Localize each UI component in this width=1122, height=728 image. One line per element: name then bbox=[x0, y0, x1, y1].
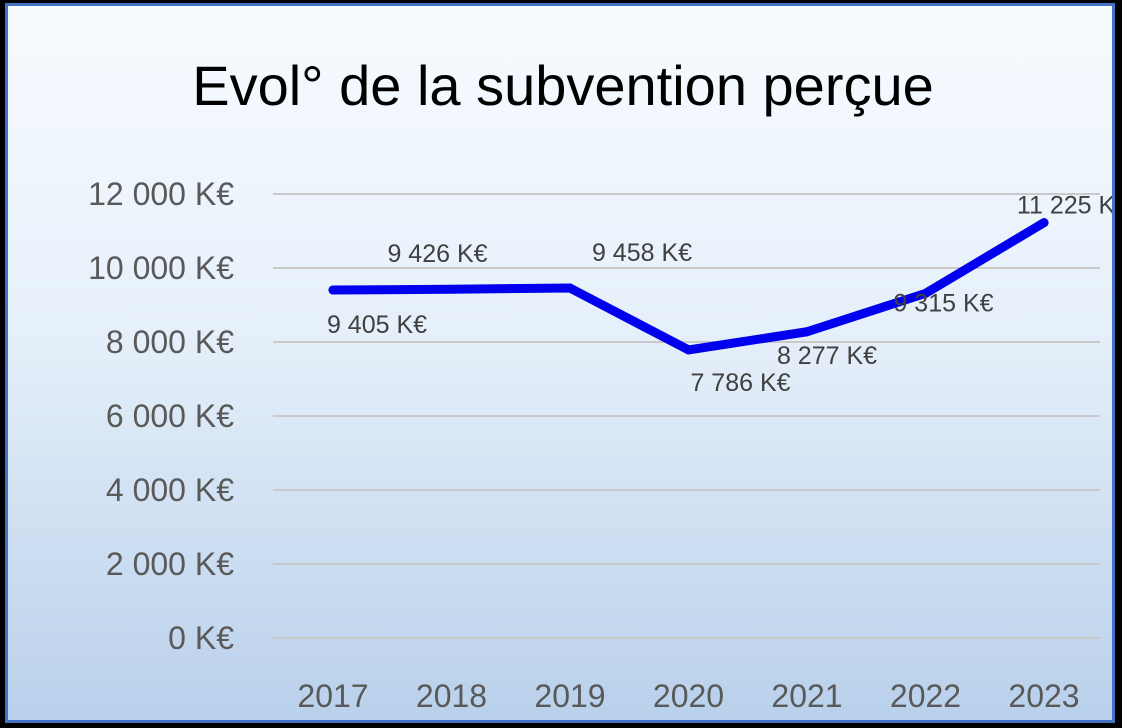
data-point bbox=[328, 285, 338, 295]
y-axis-ticks: 0 K€ 2 000 K€ 4 000 K€ 6 000 K€ 8 000 K€ 10 0… bbox=[88, 176, 234, 656]
x-tick-label: 2019 bbox=[534, 678, 605, 714]
line-chart: Evol° de la subvention perçue 0 K€ 2 000 … bbox=[88, 54, 1112, 714]
data-labels: 9 405 K€ 9 426 K€ 9 458 K€ 7 786 K€8 277 K€… bbox=[327, 192, 1112, 397]
y-tick-label: 12 000 K€ bbox=[88, 176, 234, 212]
data-point bbox=[565, 283, 575, 293]
x-tick-label: 2021 bbox=[771, 678, 842, 714]
data-point bbox=[921, 288, 930, 298]
gridlines bbox=[273, 193, 1100, 639]
y-tick-label: 8 000 K€ bbox=[106, 324, 234, 360]
y-tick-label: 10 000 K€ bbox=[88, 250, 234, 286]
data-point bbox=[1039, 218, 1049, 228]
series-line-layer bbox=[328, 218, 1049, 355]
x-axis-ticks: 2017 2018 2019 2020 2021 2022 2023 bbox=[297, 678, 1079, 714]
data-label: 9 426 K€ bbox=[387, 240, 487, 268]
x-tick-label: 2020 bbox=[653, 678, 724, 714]
data-label: 11 225 K€ bbox=[1017, 192, 1112, 220]
x-tick-label: 2022 bbox=[890, 678, 961, 714]
x-tick-label: 2017 bbox=[297, 678, 368, 714]
y-tick-label: 0 K€ bbox=[168, 620, 234, 656]
data-label: 7 786 K€ bbox=[690, 369, 790, 397]
x-tick-label: 2023 bbox=[1008, 678, 1079, 714]
data-point bbox=[802, 327, 812, 337]
x-tick-label: 2018 bbox=[416, 678, 487, 714]
data-label: 9 315 K€ bbox=[893, 289, 993, 317]
data-point bbox=[447, 284, 456, 294]
data-label: 8 277 K€ bbox=[777, 342, 877, 370]
y-tick-label: 6 000 K€ bbox=[106, 398, 234, 434]
chart-title: Evol° de la subvention perçue bbox=[192, 54, 934, 117]
chart-frame: Evol° de la subvention perçue 0 K€ 2 000 … bbox=[5, 3, 1115, 723]
y-tick-label: 4 000 K€ bbox=[106, 472, 234, 508]
data-label: 9 458 K€ bbox=[592, 239, 692, 267]
data-label: 9 405 K€ bbox=[327, 311, 427, 339]
data-point bbox=[684, 345, 693, 355]
y-tick-label: 2 000 K€ bbox=[106, 546, 234, 582]
